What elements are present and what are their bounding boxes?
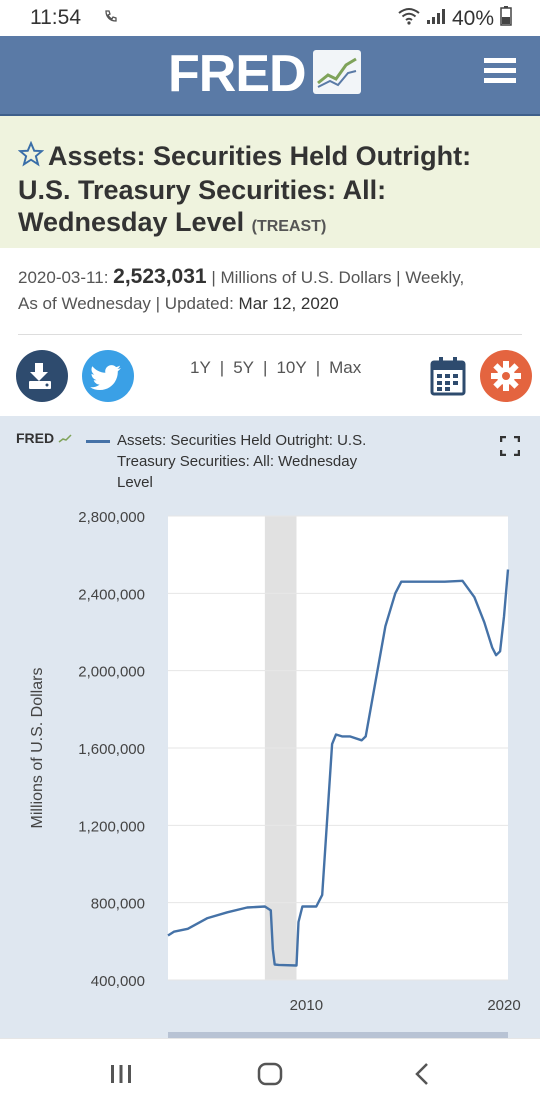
twitter-icon bbox=[90, 365, 121, 390]
download-button[interactable] bbox=[16, 350, 68, 402]
twitter-share-button[interactable] bbox=[82, 350, 134, 402]
status-bar: 11:54 40% bbox=[0, 0, 540, 36]
wifi-icon bbox=[398, 7, 420, 31]
y-tick-label: 400,000 bbox=[91, 973, 145, 990]
y-tick-label: 1,600,000 bbox=[78, 741, 145, 758]
chart-panel: FRED Assets: Securities Held Outright: U… bbox=[0, 416, 540, 1038]
seasonal-updated-label: As of Wednesday | Updated: bbox=[18, 294, 234, 313]
legend-swatch bbox=[86, 440, 110, 443]
range-navigator[interactable] bbox=[168, 1032, 508, 1038]
status-icons: 40% bbox=[398, 6, 512, 32]
range-1y[interactable]: 1Y bbox=[190, 358, 211, 377]
star-icon[interactable] bbox=[17, 140, 45, 174]
chart-logo-icon bbox=[58, 434, 72, 443]
hamburger-menu-icon[interactable] bbox=[484, 58, 516, 88]
home-icon[interactable] bbox=[256, 1061, 284, 1092]
wifi-calling-icon bbox=[104, 9, 118, 28]
range-max[interactable]: Max bbox=[329, 358, 362, 377]
settings-button[interactable] bbox=[480, 350, 532, 402]
series-line[interactable] bbox=[167, 569, 510, 967]
divider bbox=[18, 334, 522, 335]
observation-value: 2,523,031 bbox=[113, 265, 207, 288]
battery-level: 40% bbox=[451, 7, 494, 30]
legend-label: Assets: Securities Held Outright: U.S. T… bbox=[117, 432, 367, 491]
logo-wordmark: FRED bbox=[168, 45, 307, 103]
download-icon bbox=[29, 363, 51, 389]
y-tick-label: 1,200,000 bbox=[78, 818, 145, 835]
line-chart[interactable]: 400,000 800,000 1,200,000 1,600,000 2,000,00… bbox=[0, 416, 540, 1038]
y-axis-label: Millions of U.S. Dollars bbox=[29, 668, 46, 829]
series-meta: 2020-03-11: 2,523,031 | Millions of U.S.… bbox=[18, 264, 518, 317]
y-tick-label: 800,000 bbox=[91, 896, 145, 913]
logo-chart-icon bbox=[312, 49, 362, 100]
fullscreen-icon[interactable] bbox=[499, 435, 521, 461]
back-icon[interactable] bbox=[410, 1061, 436, 1092]
chart-logo-text: FRED bbox=[16, 430, 55, 446]
clock: 11:54 bbox=[30, 6, 81, 29]
page-title: Assets: Securities Held Outright: U.S. T… bbox=[17, 140, 518, 243]
x-tick-label: 2010 bbox=[290, 997, 323, 1014]
range-5y[interactable]: 5Y bbox=[233, 358, 255, 377]
updated-date: Mar 12, 2020 bbox=[238, 294, 339, 313]
fred-logo[interactable]: FRED bbox=[168, 48, 362, 100]
x-tick-label: 2020 bbox=[487, 997, 520, 1014]
battery-icon bbox=[500, 6, 512, 32]
signal-icon bbox=[426, 7, 446, 31]
system-navigation-bar bbox=[0, 1038, 540, 1111]
y-tick-label: 2,000,000 bbox=[78, 664, 145, 681]
chart-fred-logo: FRED bbox=[16, 430, 72, 446]
series-title-box: Assets: Securities Held Outright: U.S. T… bbox=[0, 116, 540, 248]
y-tick-label: 2,800,000 bbox=[78, 509, 145, 526]
calendar-icon[interactable] bbox=[430, 356, 466, 401]
observation-date: 2020-03-11: bbox=[18, 268, 109, 287]
units-frequency: | Millions of U.S. Dollars | Weekly, bbox=[211, 268, 465, 287]
range-10y[interactable]: 10Y bbox=[276, 358, 307, 377]
series-title: Assets: Securities Held Outright: U.S. T… bbox=[18, 141, 472, 237]
range-selector: 1Y | 5Y | 10Y | Max bbox=[190, 358, 362, 377]
y-tick-label: 2,400,000 bbox=[78, 586, 145, 603]
site-header: FRED bbox=[0, 36, 540, 116]
series-code: (TREAST) bbox=[251, 218, 327, 235]
recent-apps-icon[interactable] bbox=[108, 1061, 134, 1092]
gear-icon bbox=[491, 361, 521, 391]
